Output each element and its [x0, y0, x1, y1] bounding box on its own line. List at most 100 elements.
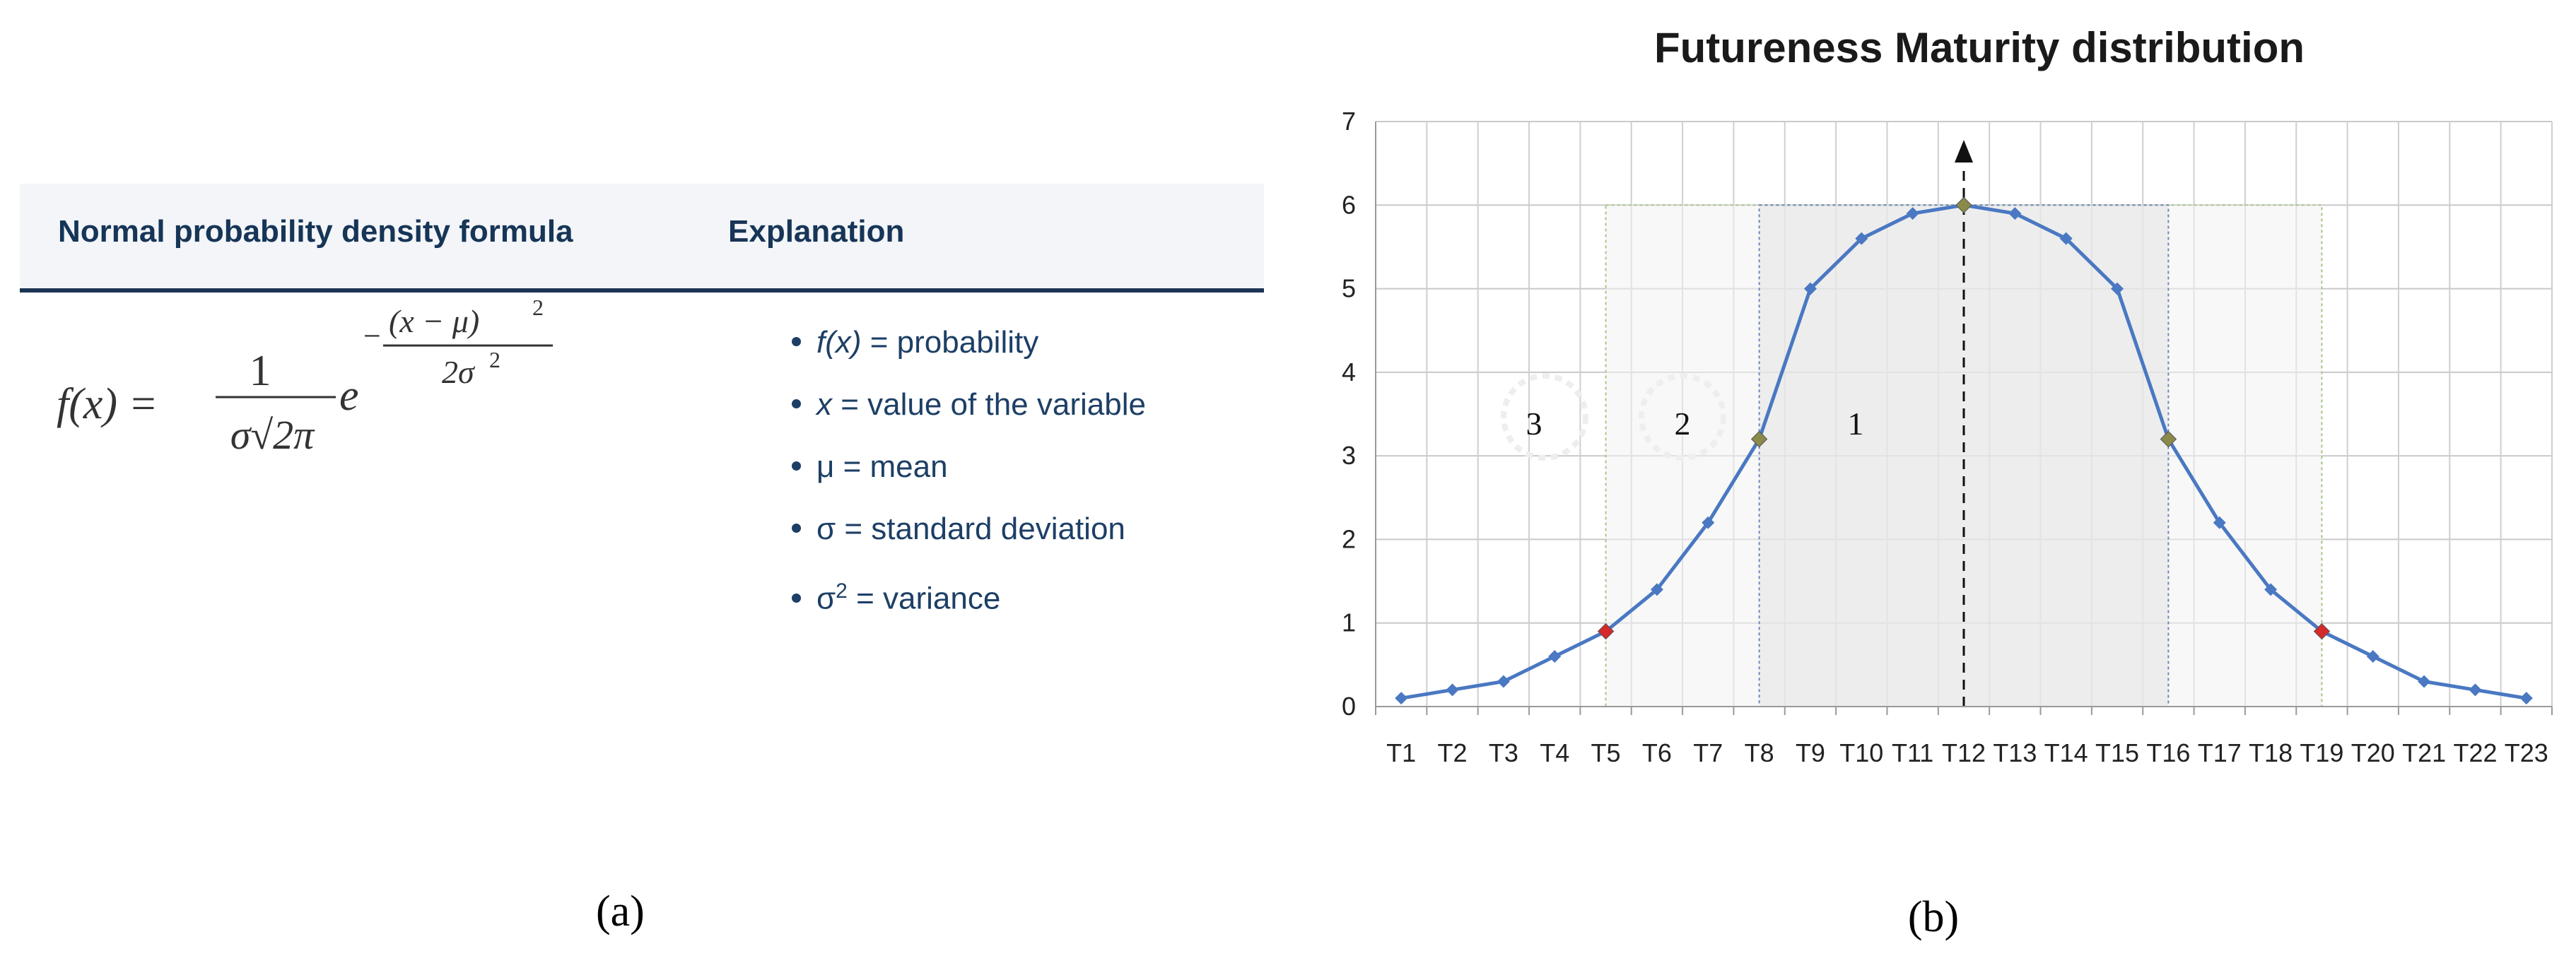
panel-label-a: (a) [596, 887, 645, 935]
bullet-icon [792, 523, 801, 533]
data-point [2469, 683, 2482, 697]
table-header [20, 184, 1264, 290]
region-label-2: 2 [1675, 406, 1691, 442]
data-point [2418, 675, 2431, 688]
arrow-up-icon [1955, 140, 1973, 163]
bullet-symbol: μ [816, 449, 835, 484]
explanation-list: f(x) = probability x = value of the vari… [792, 321, 1146, 632]
formula-numerator: 1 [250, 347, 271, 395]
data-point [1548, 650, 1562, 663]
x-tick-label: T10 [1839, 738, 1883, 767]
list-item: f(x) = probability [792, 321, 1146, 384]
bullet-icon [792, 593, 801, 603]
region-label-3: 3 [1526, 406, 1542, 442]
bullet-symbol: x [816, 387, 832, 422]
sun-watermark-icon [1639, 373, 1726, 461]
y-tick-label: 6 [1342, 190, 1356, 219]
y-tick-label: 3 [1342, 441, 1356, 470]
data-point [2313, 622, 2331, 640]
list-item: σ = standard deviation [792, 508, 1146, 570]
data-point [2160, 430, 2177, 448]
x-tick-label: T15 [2095, 738, 2139, 767]
normal-pdf-formula: f(x) = 1 σ√2π e − (x − μ) 2 2σ 2 [57, 295, 693, 488]
formula-exp-denominator: 2σ [442, 354, 476, 390]
x-tick-label: T1 [1386, 738, 1416, 767]
bullet-icon [792, 336, 801, 346]
bullet-text: = mean [834, 449, 948, 484]
sun-watermark-icon [1501, 373, 1588, 461]
data-point [1906, 207, 1919, 220]
data-point [2059, 232, 2073, 245]
x-tick-label: T14 [2044, 738, 2088, 767]
y-tick-label: 1 [1342, 608, 1356, 637]
futureness-chart: Futureness Maturity distribution 0 1 2 3 4 5 6… [1342, 24, 2553, 941]
data-point [1395, 692, 1408, 705]
data-point [2519, 692, 2533, 705]
data-point [1855, 232, 1868, 245]
bullet-text: = value of the variable [832, 387, 1146, 422]
x-tick-label: T23 [2505, 738, 2548, 767]
formula-exp-numerator-power: 2 [532, 295, 544, 320]
region-label-1: 1 [1848, 406, 1864, 442]
formula-lhs: f(x) = [57, 380, 158, 428]
bullet-text: = probability [861, 325, 1039, 360]
chart-title: Futureness Maturity distribution [1654, 24, 2305, 71]
x-tick-label: T7 [1693, 738, 1723, 767]
explanation-column-header: Explanation [728, 214, 905, 249]
data-point [1803, 282, 1817, 295]
x-tick-label: T3 [1489, 738, 1518, 767]
x-tick-label: T9 [1796, 738, 1825, 767]
y-tick-label: 0 [1342, 692, 1356, 721]
data-point [2264, 583, 2278, 596]
y-tick-label: 5 [1342, 274, 1356, 303]
bullet-text: = standard deviation [836, 512, 1125, 546]
x-tick-label: T18 [2249, 738, 2293, 767]
data-point [2213, 516, 2226, 529]
x-tick-label: T16 [2146, 738, 2190, 767]
data-point [2008, 207, 2022, 220]
data-point [1702, 516, 1715, 529]
formula-denominator: σ√2π [230, 412, 315, 458]
data-point [1597, 622, 1615, 640]
x-tick-label: T11 [1892, 738, 1933, 767]
y-tick-label: 4 [1342, 358, 1356, 386]
formula-exp-minus: − [363, 319, 381, 353]
x-tick-label: T21 [2402, 738, 2446, 767]
data-point [2366, 650, 2379, 663]
x-tick-label: T17 [2198, 738, 2242, 767]
data-point [1750, 430, 1768, 448]
x-tick-label: T2 [1438, 738, 1468, 767]
bullet-icon [792, 461, 801, 471]
data-point [1497, 675, 1510, 688]
region-1-box [1758, 204, 2170, 707]
x-tick-label: T12 [1942, 738, 1986, 767]
x-tick-label: T22 [2453, 738, 2497, 767]
x-tick-label: T4 [1540, 738, 1569, 767]
list-item: μ = mean [792, 446, 1146, 508]
formula-exp-denominator-power: 2 [489, 347, 500, 372]
bullet-text: = variance [847, 581, 1001, 616]
bullet-symbol: f(x) [816, 325, 862, 360]
x-tick-label: T20 [2351, 738, 2395, 767]
bullet-superscript: 2 [836, 579, 848, 603]
list-item: σ2 = variance [792, 570, 1146, 632]
formula-column-header: Normal probability density formula [58, 214, 573, 249]
formula-panel: Normal probability density formula Expla… [0, 0, 1272, 968]
x-tick-label: T19 [2300, 738, 2343, 767]
y-tick-label: 2 [1342, 524, 1356, 553]
x-tick-label: T8 [1745, 738, 1774, 767]
y-tick-label: 7 [1342, 107, 1356, 136]
data-point [2111, 282, 2124, 295]
formula-base: e [339, 372, 359, 420]
x-tick-label: T6 [1642, 738, 1672, 767]
bullet-symbol: σ [816, 512, 836, 546]
header-divider [20, 288, 1264, 293]
bullet-icon [792, 399, 801, 408]
bullet-symbol: σ [816, 581, 836, 616]
formula-exp-numerator: (x − μ) [389, 303, 479, 339]
x-tick-label: T5 [1591, 738, 1621, 767]
data-point [1955, 196, 1972, 213]
data-point [1650, 583, 1663, 596]
list-item: x = value of the variable [792, 384, 1146, 446]
x-tick-label: T13 [1993, 738, 2037, 767]
